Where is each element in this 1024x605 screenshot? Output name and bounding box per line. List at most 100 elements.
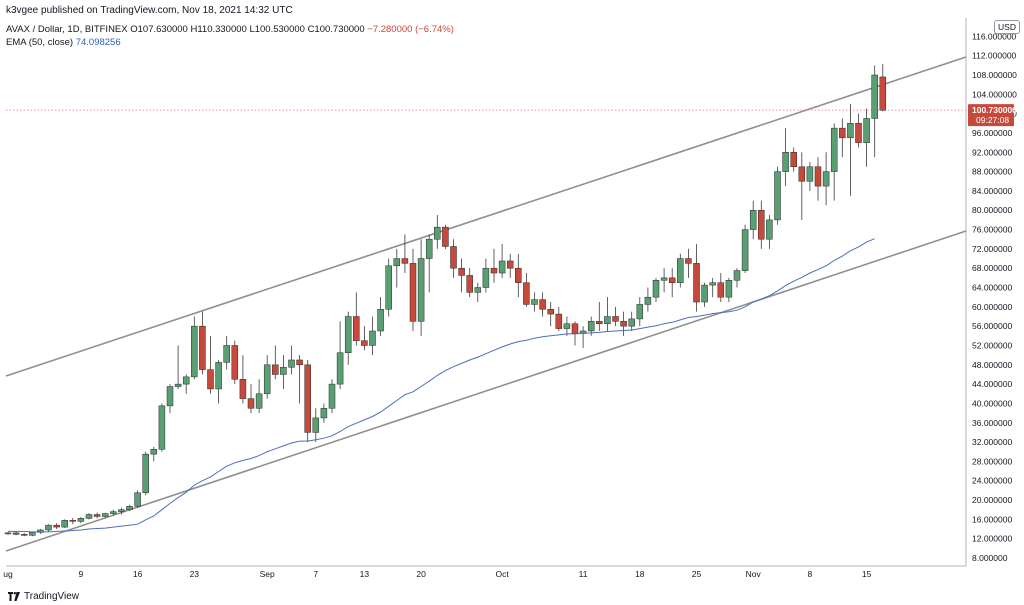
symbol-label: AVAX / Dollar, 1D, BITFINEX xyxy=(6,24,128,35)
y-tick-label: 36.000000 xyxy=(972,418,1012,428)
candle-body xyxy=(304,364,311,433)
published-info: k3vgee published on TradingView.com, Nov… xyxy=(6,5,293,16)
candle-body xyxy=(434,226,441,240)
y-tick-label: 40.000000 xyxy=(972,398,1012,408)
candle-body xyxy=(474,287,482,293)
x-tick-label: Oct xyxy=(495,569,509,579)
footer-brand: TradingView xyxy=(24,591,80,602)
y-tick-label: 112.000000 xyxy=(972,51,1017,61)
candle-body xyxy=(466,275,473,293)
price-change: −7.280000 (−6.74%) xyxy=(367,24,454,35)
candle-body xyxy=(701,284,708,303)
candle-body xyxy=(555,313,563,329)
candle-body xyxy=(385,265,392,310)
candle-body xyxy=(369,330,376,346)
x-tick-label: 25 xyxy=(692,569,702,579)
y-tick-label: 12.000000 xyxy=(972,534,1012,544)
candle-body xyxy=(847,123,854,139)
candle-body xyxy=(174,383,182,387)
candle-body xyxy=(725,280,733,298)
candle-body xyxy=(69,520,77,522)
candle-body xyxy=(215,362,222,390)
x-tick-label: ug xyxy=(3,569,13,579)
candle-body xyxy=(53,524,60,528)
tradingview-logo-icon xyxy=(8,592,20,601)
x-tick-label: Nov xyxy=(746,569,762,579)
candle-body xyxy=(660,277,668,281)
candle-body xyxy=(239,379,247,399)
y-tick-label: 16.000000 xyxy=(972,514,1012,524)
candle-body xyxy=(498,260,506,274)
candle-body xyxy=(668,277,676,283)
candle-body xyxy=(118,509,125,512)
x-tick-label: 8 xyxy=(808,569,813,579)
candle-body xyxy=(790,152,797,168)
ohlc-values: O107.630000 H110.330000 L100.530000 C100… xyxy=(130,24,365,35)
x-tick-label: 23 xyxy=(190,569,200,579)
x-tick-label: 9 xyxy=(79,569,84,579)
candle-body xyxy=(85,514,93,519)
candle-body xyxy=(855,123,862,143)
candle-body xyxy=(652,280,660,298)
candle-body xyxy=(547,309,554,315)
candle-body xyxy=(255,393,263,409)
y-tick-label: 32.000000 xyxy=(972,437,1012,447)
candle-body xyxy=(563,323,571,329)
candle-body xyxy=(515,267,522,283)
candle-body xyxy=(409,263,417,322)
candle-body xyxy=(61,520,68,528)
candle-body xyxy=(741,229,749,271)
candle-body xyxy=(644,296,652,305)
candle-body xyxy=(393,258,401,267)
candle-body xyxy=(774,171,781,221)
candle-body xyxy=(247,398,255,409)
candle-body xyxy=(806,166,814,182)
candle-body xyxy=(628,318,635,327)
candle-body xyxy=(871,74,878,119)
candle-body xyxy=(20,534,28,536)
candle-body xyxy=(45,524,52,531)
y-tick-label: 52.000000 xyxy=(972,340,1012,350)
candle-body xyxy=(636,304,644,320)
candle-body xyxy=(733,270,741,281)
candle-body xyxy=(677,258,684,283)
candle-body xyxy=(458,267,465,276)
candle-body xyxy=(417,258,425,322)
ema-row: EMA (50, close) 74.098256 xyxy=(6,36,454,49)
currency-badge[interactable]: USD xyxy=(994,20,1020,34)
candle-body xyxy=(353,316,360,341)
y-tick-label: 96.000000 xyxy=(972,128,1012,138)
candle-body xyxy=(531,299,538,305)
candle-body xyxy=(231,345,239,380)
y-tick-label: 80.000000 xyxy=(972,205,1012,215)
candle-body xyxy=(150,449,158,455)
candle-body xyxy=(506,260,514,269)
candle-body xyxy=(158,405,166,450)
x-tick-label: 16 xyxy=(133,569,143,579)
candle-body xyxy=(685,258,692,264)
ema-line xyxy=(8,238,875,533)
candle-body xyxy=(93,514,101,517)
candle-body xyxy=(166,386,174,407)
candle-body xyxy=(604,316,611,324)
y-tick-label: 68.000000 xyxy=(972,263,1012,273)
candle-body xyxy=(758,209,765,240)
y-tick-label: 72.000000 xyxy=(972,244,1012,254)
candle-body xyxy=(361,340,368,346)
candle-body xyxy=(37,529,44,533)
candle-body xyxy=(336,352,344,385)
chart-legend: AVAX / Dollar, 1D, BITFINEX O107.630000 … xyxy=(6,23,454,49)
candle-body xyxy=(223,345,230,363)
candle-body xyxy=(377,309,384,332)
current-price-label: 100.730000 xyxy=(972,105,1017,115)
candle-body xyxy=(142,453,149,494)
tradingview-footer[interactable]: TradingView xyxy=(8,591,79,602)
candle-body xyxy=(272,364,279,375)
candle-body xyxy=(134,492,141,507)
candle-body xyxy=(101,513,109,517)
y-tick-label: 20.000000 xyxy=(972,495,1012,505)
candle-body xyxy=(344,316,352,353)
candle-body xyxy=(191,325,198,378)
y-tick-label: 28.000000 xyxy=(972,456,1012,466)
